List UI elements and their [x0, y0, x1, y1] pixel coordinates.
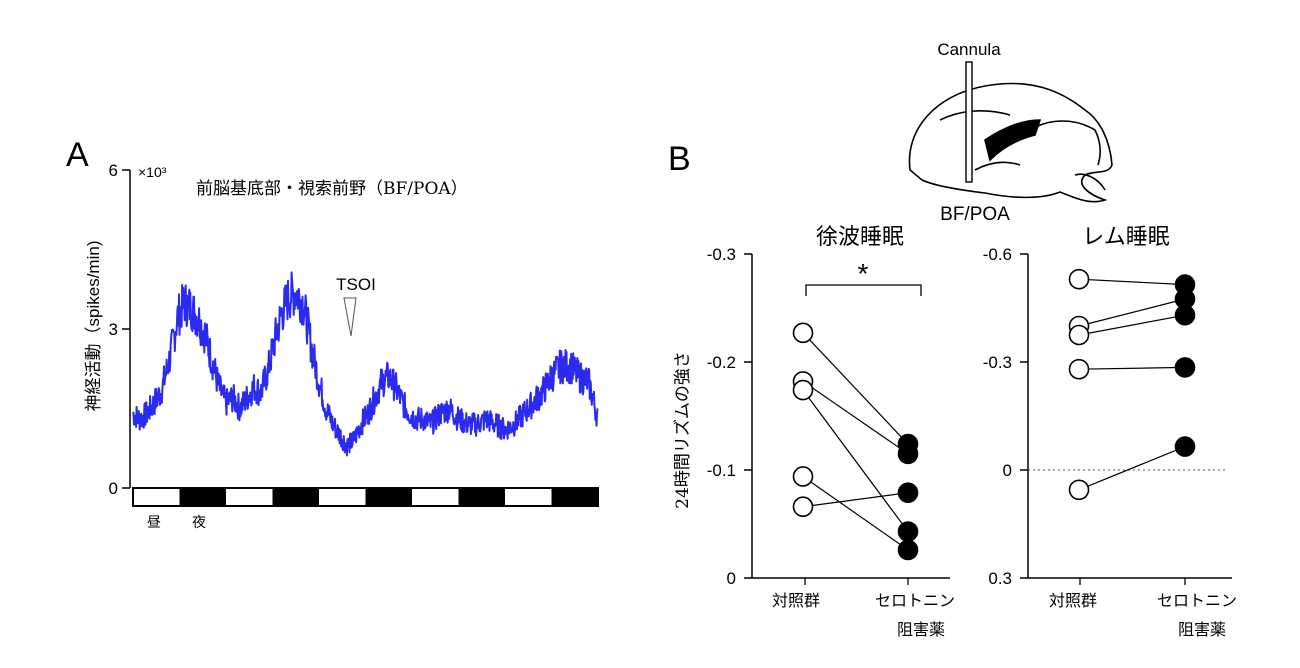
drug-point — [897, 521, 919, 542]
pair-line — [802, 492, 909, 508]
y-tick-label: -0.2 — [707, 353, 736, 372]
y-tick-label: 6 — [109, 161, 118, 180]
significance-bracket — [805, 284, 922, 296]
control-point — [792, 496, 814, 518]
drug-point — [1174, 357, 1196, 378]
control-point — [1068, 479, 1090, 501]
significance-star: * — [858, 258, 869, 289]
y-tick-label: 3 — [109, 320, 118, 339]
drug-point — [897, 539, 919, 561]
control-point — [792, 466, 814, 487]
sws-pair-lines — [802, 332, 909, 551]
rem-pair-lines — [1078, 278, 1186, 491]
panel-b-letter: B — [668, 140, 691, 178]
rem-points — [1068, 268, 1196, 501]
drug-point — [897, 443, 919, 465]
rem-control-label: 対照群 — [1049, 591, 1097, 610]
panel-a-ylabel: 神経活動（spikes/min) — [84, 241, 103, 412]
panel-a-activity-trace — [132, 271, 599, 457]
pair-line — [1078, 278, 1186, 286]
pair-line — [802, 389, 909, 532]
tsoi-arrow-icon — [343, 297, 357, 337]
control-point — [1068, 324, 1090, 346]
dark-block — [179, 488, 226, 506]
panel-a-y-multiplier: ×10³ — [138, 164, 167, 180]
pair-line — [802, 380, 909, 455]
dark-block — [365, 488, 412, 506]
dark-block — [551, 488, 598, 506]
sws-y-ticks: 0 -0.1 -0.2 -0.3 — [707, 245, 752, 588]
panel-a-region-label: 前脳基底部・視索前野（BF/POA） — [196, 179, 468, 199]
sws-points — [792, 322, 919, 561]
y-tick-label: -0.1 — [707, 461, 736, 480]
control-point — [792, 379, 814, 401]
drug-point — [897, 482, 919, 503]
y-tick-label: -0.3 — [707, 245, 736, 264]
control-point — [1068, 358, 1090, 380]
dark-block — [272, 488, 319, 506]
dark-block — [458, 488, 505, 506]
pair-line — [1078, 366, 1186, 370]
control-point — [792, 322, 814, 344]
rem-drug-label-line2: 阻害薬 — [1178, 620, 1226, 639]
sws-title: 徐波睡眠 — [816, 225, 904, 250]
pair-line — [1078, 314, 1186, 336]
night-label: 夜 — [192, 515, 206, 531]
cannula-label: Cannula — [937, 40, 1001, 59]
sws-drug-label-line2: 阻害薬 — [897, 620, 945, 639]
pair-line — [1078, 446, 1186, 491]
y-tick-label: -0.3 — [983, 353, 1012, 372]
brain-schematic — [908, 61, 1113, 203]
drug-point — [1174, 304, 1196, 326]
panel-a: A 前脳基底部・視索前野（BF/POA） ×10³ 神経活動（spikes/mi… — [66, 136, 599, 531]
rem-plot: レム睡眠 0.3 0 -0.3 -0.6 対照群 セロトニン 阻害薬 — [983, 225, 1237, 639]
tsoi-label: TSOI — [336, 275, 376, 294]
day-label: 昼 — [147, 515, 161, 531]
light-dark-blocks — [179, 488, 598, 506]
pair-line — [802, 475, 909, 551]
y-tick-label: 0 — [109, 479, 118, 498]
pair-line — [802, 332, 909, 445]
drug-point — [1174, 436, 1196, 457]
sws-drug-label-line1: セロトニン — [875, 591, 955, 610]
y-tick-label: 0 — [727, 569, 736, 588]
y-tick-label: 0.3 — [988, 569, 1012, 588]
rem-y-ticks: 0.3 0 -0.3 -0.6 — [983, 245, 1028, 588]
sws-plot: 徐波睡眠 0 -0.1 -0.2 -0.3 * 対照群 セロトニン 阻害薬 — [707, 225, 955, 639]
y-tick-label: -0.6 — [983, 245, 1012, 264]
panel-a-letter: A — [66, 136, 89, 174]
rem-drug-label-line1: セロトニン — [1157, 591, 1237, 610]
panel-b-ylabel: 24時間リズムの強さ — [673, 351, 693, 509]
panel-a-y-ticks: 0 3 6 — [109, 161, 130, 498]
pair-line — [1078, 298, 1186, 327]
y-tick-label: 0 — [1003, 461, 1012, 480]
cannula-icon — [965, 61, 973, 183]
control-point — [1068, 268, 1090, 290]
panel-b: B Cannula BF/POA 24時間リズムの強さ 徐波睡眠 0 -0.1 -0… — [668, 40, 1237, 639]
sws-control-label: 対照群 — [772, 591, 820, 610]
target-label: BF/POA — [940, 204, 1010, 225]
rem-title: レム睡眠 — [1082, 225, 1170, 250]
